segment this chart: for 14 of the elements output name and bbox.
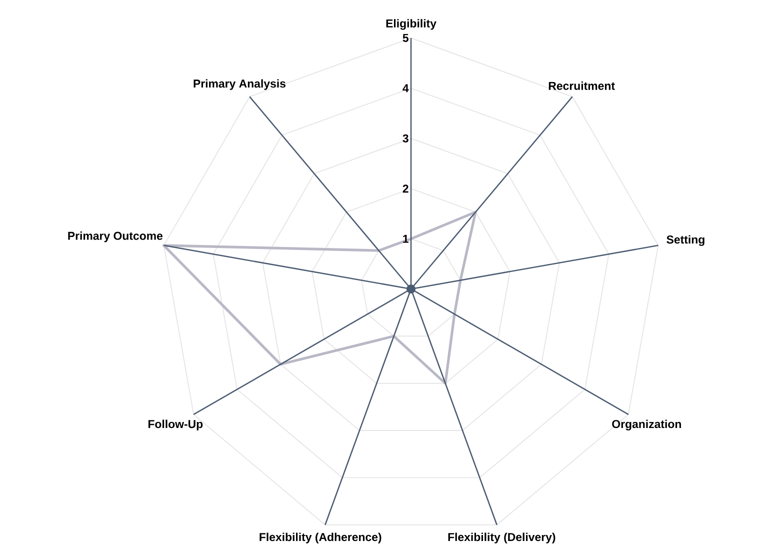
- y-tick-label: 2: [402, 184, 408, 192]
- spoke-label: Primary Analysis: [194, 79, 286, 90]
- spoke-label: Recruitment: [548, 81, 615, 90]
- spoke-label: Primary Outcome: [68, 231, 163, 242]
- y-tick-label: 1: [403, 234, 408, 243]
- y-tick-label: 4: [402, 84, 409, 92]
- spoke-label: Eligibility: [386, 18, 436, 30]
- y-tick-label: 3: [402, 134, 408, 142]
- spoke-label: Follow-Up: [148, 420, 203, 430]
- spoke-label: Flexibility (Delivery): [448, 532, 556, 544]
- y-tick-label: 5: [402, 34, 408, 42]
- spoke-label: Flexibility (Adherence): [260, 532, 382, 544]
- spoke-label: Setting: [666, 235, 704, 246]
- spoke-label: Organization: [612, 420, 681, 430]
